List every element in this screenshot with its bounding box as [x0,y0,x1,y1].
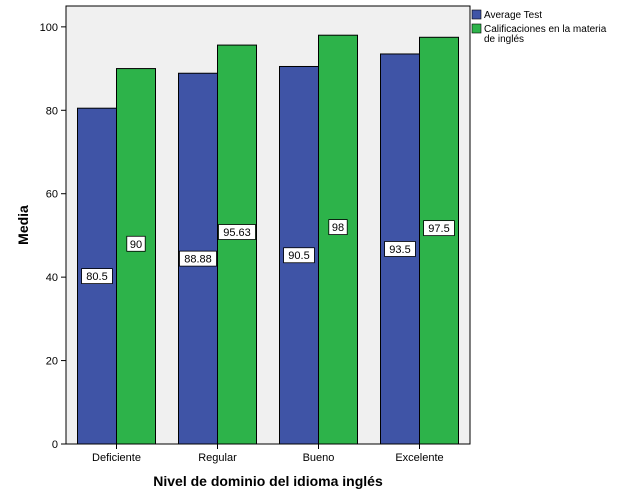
x-tick-label: Regular [198,452,237,464]
bar [419,36,459,445]
legend-swatch [471,9,482,20]
data-labels-group: 80.5 90 88.88 95.63 90.5 98 93.5 97.5 [81,219,455,285]
data-label-box [283,247,315,264]
legend: Average Test Calificaciones en la materia… [471,9,607,45]
x-tick-label: Bueno [303,452,335,464]
legend-label: de inglés [484,34,524,45]
data-label: 93.5 [389,244,410,256]
y-axis-title: Media [15,205,31,245]
data-label-box [423,220,455,237]
data-label: 88.88 [184,254,212,266]
y-tick-label: 20 [46,356,58,368]
y-tick-label: 60 [46,189,58,201]
y-tick-label: 0 [52,439,58,451]
data-label-box [179,250,217,267]
data-label: 95.63 [223,227,251,239]
y-tick-label: 100 [40,22,58,34]
data-label: 97.5 [428,223,449,235]
data-label: 80.5 [86,271,107,283]
y-tick-label: 40 [46,272,58,284]
data-label-box [328,219,348,235]
legend-label: Calificaciones en la materia [484,24,607,35]
y-tick-label: 80 [46,105,58,117]
x-tick-label: Deficiente [92,452,141,464]
data-label: 98 [332,222,344,234]
data-label-box [126,235,146,252]
x-axis-title: Nivel de dominio del idioma inglés [153,473,383,489]
bar [116,68,156,445]
legend-label: Average Test [484,10,542,21]
bar [318,34,358,445]
data-label: 90.5 [288,250,309,262]
data-label-box [81,268,113,285]
x-axis: Deficiente Regular Bueno Excelente [92,444,444,464]
legend-swatch [471,23,482,34]
bar [217,44,257,445]
y-axis: 0 20 40 60 80 100 [40,22,66,451]
data-label-box [218,224,256,240]
x-tick-label: Excelente [395,452,443,464]
data-label-box [384,241,416,257]
data-label: 90 [130,239,142,251]
